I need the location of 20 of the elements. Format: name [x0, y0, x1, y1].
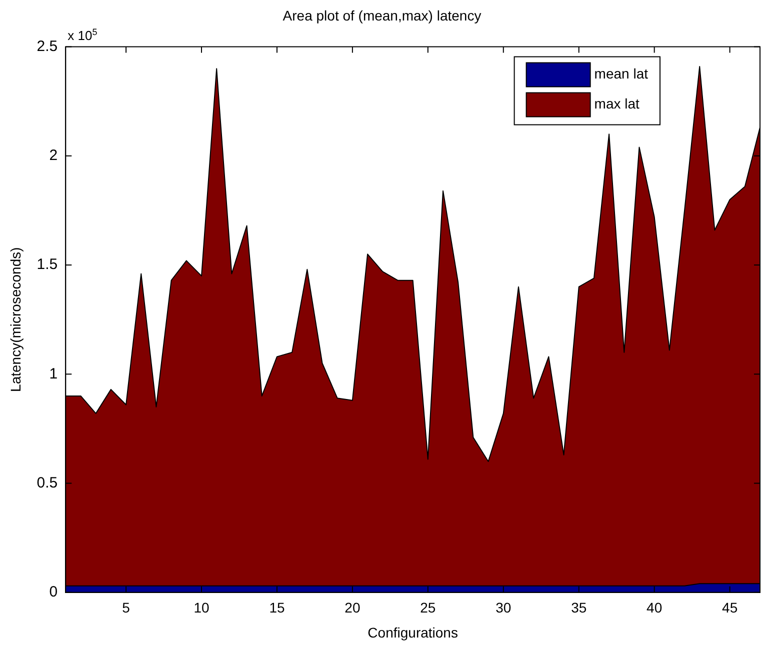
y-tick-label: 0.5 [36, 474, 58, 492]
x-tick-label: 35 [571, 600, 587, 616]
legend-label: mean lat [594, 66, 648, 82]
x-tick-label: 15 [269, 600, 285, 616]
x-tick-label: 20 [344, 600, 360, 616]
y-tick-label: 1.5 [36, 256, 58, 274]
y-axis-title: Latency(microseconds) [7, 247, 24, 392]
x-tick-label: 10 [194, 600, 210, 616]
y-tick-label: 1 [49, 365, 58, 382]
x-tick-label: 30 [496, 600, 512, 616]
y-tick-label: 2 [49, 147, 58, 164]
y-tick-label: 2.5 [36, 38, 58, 55]
x-tick-label: 5 [122, 600, 130, 616]
legend-label: max lat [594, 96, 640, 112]
x-tick-label: 40 [646, 600, 662, 616]
x-tick-label: 25 [420, 600, 436, 616]
x-axis-title: Configurations [368, 624, 458, 640]
y-tick-label: 0 [49, 584, 58, 601]
chart-title: Area plot of (mean,max) latency [282, 7, 482, 24]
x-tick-label: 45 [722, 600, 738, 616]
